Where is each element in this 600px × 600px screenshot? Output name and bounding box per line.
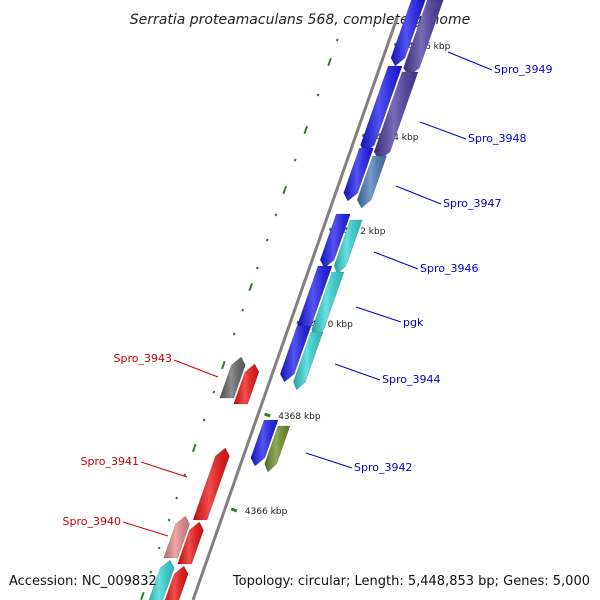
gene-label-leader — [355, 306, 402, 323]
gene-label-leader — [334, 363, 381, 381]
gc-tick — [335, 38, 339, 42]
gene-label-pgk[interactable]: pgk — [403, 316, 424, 329]
gene-label-spro-3948[interactable]: Spro_3948 — [468, 132, 526, 145]
gene-label-spro-3946[interactable]: Spro_3946 — [420, 262, 478, 275]
map-title: Serratia proteamaculans 568, complete ge… — [130, 12, 470, 28]
gc-tick — [241, 308, 244, 312]
gc-tick — [192, 443, 197, 453]
gc-tick — [202, 418, 206, 422]
gc-tick — [248, 282, 253, 292]
gene-label-leader — [373, 251, 419, 270]
gene-label-spro-3947[interactable]: Spro_3947 — [443, 197, 501, 210]
gene-label-spro-3942[interactable]: Spro_3942 — [354, 461, 412, 474]
gene-label-leader — [140, 461, 188, 478]
gc-tick — [140, 591, 145, 600]
feature-blocks — [148, 0, 444, 600]
gc-tick — [282, 185, 287, 195]
gene-label-leader — [419, 121, 467, 140]
gc-tick — [327, 57, 332, 67]
gc-tick — [232, 332, 236, 336]
gc-tick — [274, 213, 278, 217]
accession-text: Accession: NC_009832 — [9, 574, 157, 589]
gene-label-spro-3940[interactable]: Spro_3940 — [63, 515, 121, 528]
gc-tick — [157, 546, 161, 550]
gc-tick — [167, 518, 171, 522]
gene-label-spro-3944[interactable]: Spro_3944 — [382, 373, 440, 386]
gc-tick — [212, 390, 216, 394]
gc-tick — [256, 266, 259, 270]
gc-tick — [303, 125, 309, 135]
topology-text: Topology: circular; Length: 5,448,853 bp… — [232, 574, 590, 589]
gc-tick — [221, 360, 226, 370]
scale-tick-label: 4368 kbp — [278, 412, 321, 422]
backbone-line — [191, 17, 399, 600]
gene-label-leader — [305, 452, 353, 469]
gene-label-spro-3943[interactable]: Spro_3943 — [114, 352, 172, 365]
gene-label-lines — [122, 51, 493, 537]
gene-label-leader — [173, 359, 219, 378]
gc-tick — [175, 496, 179, 500]
gene-labels: Spro_3949 Spro_3948 Spro_3947 Spro_3946 … — [63, 63, 553, 528]
gene-label-spro-3941[interactable]: Spro_3941 — [81, 455, 139, 468]
gc-tick — [265, 238, 269, 242]
gc-tick — [149, 570, 153, 574]
gc-tick — [293, 158, 297, 162]
gene-label-leader — [395, 185, 442, 205]
gc-tick — [316, 93, 320, 97]
gene-label-spro-3949[interactable]: Spro_3949 — [494, 63, 552, 76]
scale-tick — [264, 412, 271, 418]
gene-label-leader — [447, 51, 493, 71]
scale-tick-label: 4372 kbp — [343, 227, 386, 237]
scale-tick-label: 4366 kbp — [245, 507, 288, 517]
gene-label-leader — [122, 521, 169, 537]
scale-tick — [230, 507, 238, 513]
